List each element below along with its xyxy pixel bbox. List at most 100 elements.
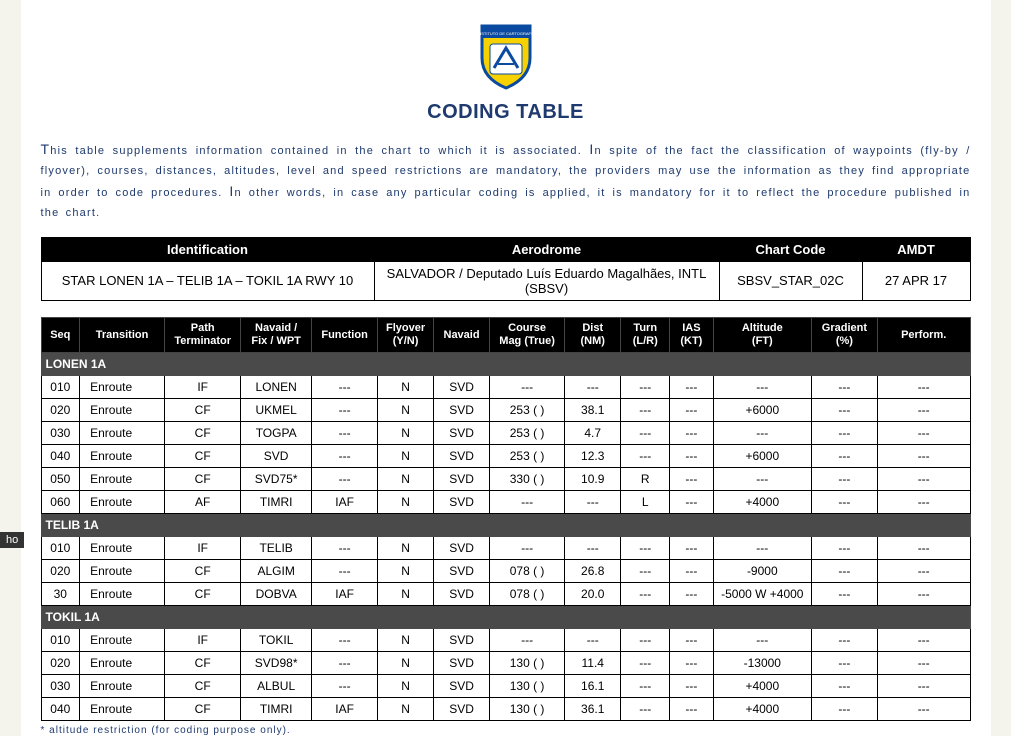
- hdr-col-chartcode: Chart Code: [719, 237, 862, 261]
- cell: Enroute: [80, 629, 165, 652]
- cell: N: [378, 399, 434, 422]
- cell: Enroute: [80, 652, 165, 675]
- cell: 040: [41, 445, 80, 468]
- cell: ---: [713, 537, 811, 560]
- cell: ---: [811, 376, 877, 399]
- cell: 12.3: [565, 445, 621, 468]
- table-row: 040EnrouteCFTIMRIIAFNSVD130 ( )36.1-----…: [41, 698, 970, 721]
- table-row: 010EnrouteIFTELIB---NSVD----------------…: [41, 537, 970, 560]
- intro-cap-1: T: [41, 141, 51, 157]
- cell: CF: [165, 445, 241, 468]
- cell: ---: [490, 491, 565, 514]
- cell: ---: [811, 422, 877, 445]
- cell: ---: [621, 652, 670, 675]
- cell: SVD: [433, 468, 489, 491]
- cell: SVD98*: [241, 652, 312, 675]
- code-th-4: Function: [311, 317, 377, 352]
- code-th-10: IAS(KT): [670, 317, 714, 352]
- cell: ALGIM: [241, 560, 312, 583]
- cell: ---: [490, 376, 565, 399]
- cell: 130 ( ): [490, 652, 565, 675]
- cell: +4000: [713, 491, 811, 514]
- table-row: 30EnrouteCFDOBVAIAFNSVD078 ( )20.0------…: [41, 583, 970, 606]
- cell: ALBUL: [241, 675, 312, 698]
- cell: SVD: [433, 629, 489, 652]
- hdr-val-identification: STAR LONEN 1A – TELIB 1A – TOKIL 1A RWY …: [41, 261, 374, 300]
- code-th-1: Transition: [80, 317, 165, 352]
- cell: 020: [41, 399, 80, 422]
- cell: TELIB: [241, 537, 312, 560]
- coding-table-head: SeqTransitionPathTerminatorNavaid /Fix /…: [41, 317, 970, 352]
- section-label: LONEN 1A: [41, 353, 970, 376]
- cell: Enroute: [80, 445, 165, 468]
- cell: ---: [877, 698, 970, 721]
- coding-table-body: LONEN 1A010EnrouteIFLONEN---NSVD--------…: [41, 353, 970, 721]
- cell: SVD: [433, 537, 489, 560]
- table-row: 020EnrouteCFALGIM---NSVD078 ( )26.8-----…: [41, 560, 970, 583]
- cell: ---: [311, 560, 377, 583]
- cell: ---: [311, 399, 377, 422]
- cell: CF: [165, 675, 241, 698]
- code-th-0: Seq: [41, 317, 80, 352]
- cell: ---: [713, 468, 811, 491]
- cell: ---: [713, 422, 811, 445]
- cell: N: [378, 537, 434, 560]
- cell: ---: [565, 376, 621, 399]
- cell: 130 ( ): [490, 698, 565, 721]
- cell: N: [378, 491, 434, 514]
- cell: ---: [811, 468, 877, 491]
- cell: ---: [621, 376, 670, 399]
- cell: N: [378, 376, 434, 399]
- cell: ---: [670, 468, 714, 491]
- cell: ---: [670, 698, 714, 721]
- cell: 11.4: [565, 652, 621, 675]
- coding-table: SeqTransitionPathTerminatorNavaid /Fix /…: [41, 317, 971, 721]
- cell: 253 ( ): [490, 422, 565, 445]
- cell: Enroute: [80, 468, 165, 491]
- table-row: 020EnrouteCFUKMEL---NSVD253 ( )38.1-----…: [41, 399, 970, 422]
- section-row: TELIB 1A: [41, 514, 970, 537]
- cell: IAF: [311, 583, 377, 606]
- cell: ---: [670, 652, 714, 675]
- cell: -9000: [713, 560, 811, 583]
- cell: IF: [165, 376, 241, 399]
- cell: ---: [621, 399, 670, 422]
- cell: ---: [877, 445, 970, 468]
- cell: ---: [311, 675, 377, 698]
- cell: N: [378, 560, 434, 583]
- hdr-col-amdt: AMDT: [862, 237, 970, 261]
- table-row: 010EnrouteIFTOKIL---NSVD----------------…: [41, 629, 970, 652]
- cell: ---: [670, 445, 714, 468]
- cell: ---: [877, 491, 970, 514]
- cell: SVD: [433, 445, 489, 468]
- cell: 36.1: [565, 698, 621, 721]
- cell: ---: [811, 675, 877, 698]
- hdr-col-identification: Identification: [41, 237, 374, 261]
- cell: ---: [621, 629, 670, 652]
- cell: ---: [811, 445, 877, 468]
- cell: IF: [165, 537, 241, 560]
- cell: LONEN: [241, 376, 312, 399]
- cell: ---: [311, 629, 377, 652]
- cell: SVD: [433, 698, 489, 721]
- cell: ---: [713, 629, 811, 652]
- cell: 010: [41, 376, 80, 399]
- table-row: 020EnrouteCFSVD98*---NSVD130 ( )11.4----…: [41, 652, 970, 675]
- cell: IAF: [311, 491, 377, 514]
- hdr-col-aerodrome: Aerodrome: [374, 237, 719, 261]
- cell: 30: [41, 583, 80, 606]
- cell: Enroute: [80, 698, 165, 721]
- cell: ---: [670, 583, 714, 606]
- cell: 10.9: [565, 468, 621, 491]
- cell: TOGPA: [241, 422, 312, 445]
- cell: ---: [877, 675, 970, 698]
- cell: L: [621, 491, 670, 514]
- cell: ---: [621, 445, 670, 468]
- cell: ---: [877, 629, 970, 652]
- cell: TIMRI: [241, 698, 312, 721]
- table-row: 030EnrouteCFALBUL---NSVD130 ( )16.1-----…: [41, 675, 970, 698]
- code-th-3: Navaid /Fix / WPT: [241, 317, 312, 352]
- cell: IAF: [311, 698, 377, 721]
- hdr-val-aerodrome: SALVADOR / Deputado Luís Eduardo Magalhã…: [374, 261, 719, 300]
- header-table-value-row: STAR LONEN 1A – TELIB 1A – TOKIL 1A RWY …: [41, 261, 970, 300]
